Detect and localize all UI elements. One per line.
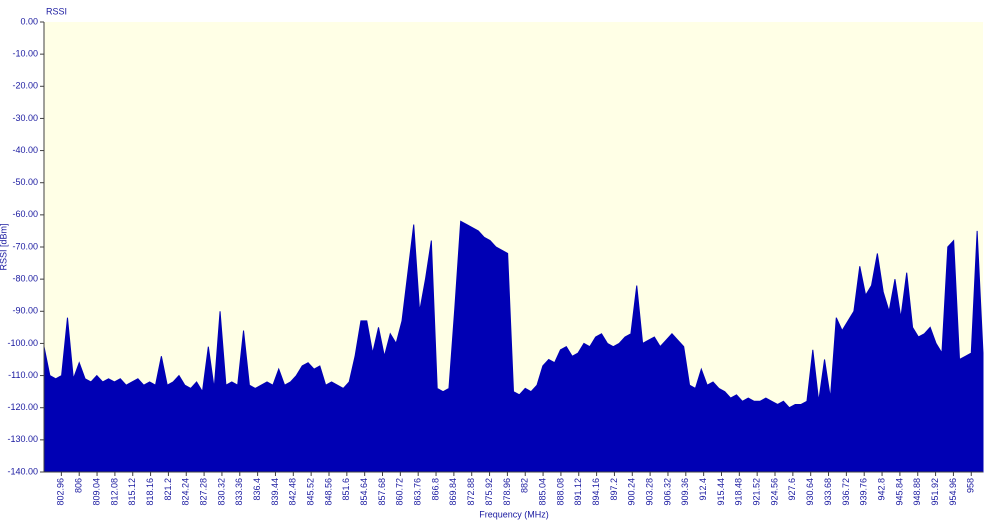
x-tick-label: 854.64: [359, 478, 369, 506]
x-tick-label: 927.6: [787, 478, 797, 501]
x-tick-label: 802.96: [56, 478, 66, 506]
x-tick-label: 851.6: [341, 478, 351, 501]
y-tick-label: -50.00: [12, 177, 38, 187]
x-tick-label: 824.24: [181, 478, 191, 506]
x-tick-label: 863.76: [413, 478, 423, 506]
x-tick-label: 812.08: [109, 478, 119, 506]
y-tick-label: -80.00: [12, 274, 38, 284]
y-tick-label: -20.00: [12, 81, 38, 91]
x-tick-label: 818.16: [145, 478, 155, 506]
x-tick-label: 821.2: [163, 478, 173, 501]
x-tick-label: 903.28: [644, 478, 654, 506]
y-tick-label: -30.00: [12, 113, 38, 123]
y-tick-label: -90.00: [12, 306, 38, 316]
chart-title: RSSI: [46, 6, 67, 16]
x-tick-label: 857.68: [377, 478, 387, 506]
x-tick-label: 915.44: [716, 478, 726, 506]
x-tick-label: 909.36: [680, 478, 690, 506]
x-tick-label: 921.52: [752, 478, 762, 506]
x-tick-label: 833.36: [234, 478, 244, 506]
x-tick-label: 815.12: [127, 478, 137, 506]
y-tick-label: 0.00: [20, 16, 38, 26]
x-tick-label: 918.48: [734, 478, 744, 506]
x-tick-label: 951.92: [930, 478, 940, 506]
x-tick-label: 906.32: [662, 478, 672, 506]
x-tick-label: 809.04: [91, 478, 101, 506]
x-tick-label: 872.88: [466, 478, 476, 506]
x-tick-label: 936.72: [841, 478, 851, 506]
x-tick-label: 945.84: [894, 478, 904, 506]
x-tick-label: 830.32: [216, 478, 226, 506]
y-tick-label: -100.00: [7, 338, 38, 348]
x-tick-label: 836.4: [252, 478, 262, 501]
spectrum-area: [43, 220, 984, 473]
x-tick-label: 888.08: [555, 478, 565, 506]
x-tick-label: 933.68: [823, 478, 833, 506]
y-tick-label: -60.00: [12, 209, 38, 219]
y-tick-label: -40.00: [12, 145, 38, 155]
x-tick-label: 942.8: [876, 478, 886, 501]
x-axis-label: Frequency (MHz): [479, 509, 549, 519]
y-axis-label: RSSI [dBm]: [0, 223, 8, 270]
y-tick-label: -110.00: [8, 370, 38, 380]
x-tick-label: 860.72: [395, 478, 405, 506]
x-tick-label: 897.2: [609, 478, 619, 501]
x-tick-label: 866.8: [430, 478, 440, 501]
y-tick-label: -140.00: [7, 466, 38, 476]
x-tick-label: 939.76: [859, 478, 869, 506]
x-tick-label: 894.16: [591, 478, 601, 506]
x-tick-label: 878.96: [502, 478, 512, 506]
x-tick-label: 882: [520, 478, 530, 493]
x-tick-label: 848.56: [323, 478, 333, 506]
y-tick-label: -120.00: [7, 402, 38, 412]
y-tick-label: -10.00: [12, 49, 38, 59]
y-tick-label: -70.00: [12, 241, 38, 251]
x-tick-label: 891.12: [573, 478, 583, 506]
x-tick-label: 885.04: [537, 478, 547, 506]
x-tick-label: 924.56: [769, 478, 779, 506]
x-tick-label: 954.96: [948, 478, 958, 506]
x-tick-label: 845.52: [306, 478, 316, 506]
x-tick-label: 958: [966, 478, 976, 493]
x-tick-label: 912.4: [698, 478, 708, 501]
x-tick-label: 869.84: [448, 478, 458, 506]
x-tick-label: 900.24: [627, 478, 637, 506]
x-tick-label: 827.28: [198, 478, 208, 506]
x-tick-label: 806: [74, 478, 84, 493]
x-tick-label: 842.48: [288, 478, 298, 506]
x-tick-label: 839.44: [270, 478, 280, 506]
x-tick-label: 930.64: [805, 478, 815, 506]
x-tick-label: 875.92: [484, 478, 494, 506]
x-tick-label: 948.88: [912, 478, 922, 506]
y-tick-label: -130.00: [7, 434, 38, 444]
